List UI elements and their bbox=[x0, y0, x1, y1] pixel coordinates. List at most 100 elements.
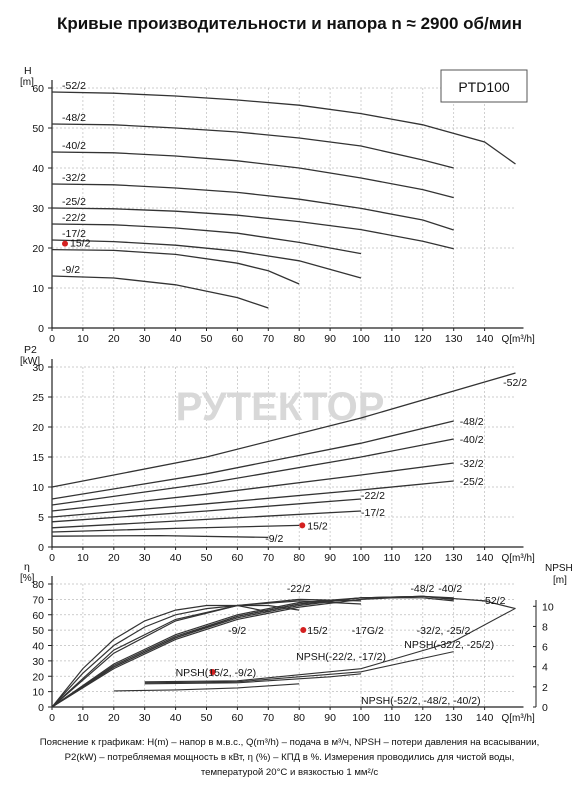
y-tick-label: 70 bbox=[32, 594, 44, 606]
head-curve--17/2 bbox=[51, 239, 362, 279]
efficiency-label: -22/2 bbox=[287, 583, 311, 595]
x-tick-label: 30 bbox=[139, 552, 151, 564]
x-tick-label: 100 bbox=[352, 712, 370, 724]
y-tick-label: 20 bbox=[32, 671, 44, 683]
efficiency-label: -32/2, -25/2 bbox=[417, 625, 471, 637]
y-tick-label: 0 bbox=[38, 702, 44, 714]
power-curve--9/2 bbox=[51, 534, 269, 539]
x-tick-label: 90 bbox=[324, 552, 336, 564]
series-label: 15/2 bbox=[307, 520, 328, 532]
y-tick-label: 5 bbox=[38, 512, 44, 524]
power-curve--22/2 bbox=[51, 498, 362, 523]
y2-axis-title: NPSH bbox=[545, 563, 573, 574]
y-tick-label: 10 bbox=[32, 687, 44, 699]
series-label: -9/2 bbox=[62, 264, 80, 276]
x-tick-label: 100 bbox=[352, 552, 370, 564]
x-tick-label: 140 bbox=[476, 333, 494, 345]
x-tick-label: 110 bbox=[384, 712, 401, 724]
npsh-curve-NPSH(-22/2, -17/2) bbox=[144, 673, 362, 685]
x-tick-label: 30 bbox=[139, 333, 151, 345]
y-tick-label: 60 bbox=[32, 83, 44, 95]
npsh-label: NPSH(-22/2, -17/2) bbox=[296, 651, 386, 663]
model-label: PTD100 bbox=[458, 79, 510, 95]
y-tick-label: 80 bbox=[32, 579, 44, 591]
x-tick-label: 120 bbox=[414, 712, 432, 724]
x-axis-title: Q[m³/h] bbox=[502, 334, 536, 345]
x-axis-title: Q[m³/h] bbox=[502, 713, 536, 724]
npsh-label: NPSH(-52/2, -48/2, -40/2) bbox=[361, 695, 481, 707]
head-curve-15/2 bbox=[51, 248, 300, 285]
x-tick-label: 40 bbox=[170, 333, 182, 345]
x-tick-label: 10 bbox=[77, 552, 89, 564]
operating-point-marker bbox=[300, 627, 307, 633]
x-tick-label: 130 bbox=[445, 552, 463, 564]
x-tick-label: 10 bbox=[77, 712, 89, 724]
series-label: -9/2 bbox=[265, 533, 283, 545]
npsh-curve-NPSH(-32/2, -25/2) bbox=[144, 651, 454, 684]
x-tick-label: 80 bbox=[293, 333, 305, 345]
efficiency-label: -17G/2 bbox=[352, 625, 384, 637]
y-tick-label: 30 bbox=[32, 362, 44, 374]
y-tick-label: 20 bbox=[32, 422, 44, 434]
x-tick-label: 110 bbox=[384, 333, 401, 345]
series-label: 15/2 bbox=[70, 238, 91, 250]
efficiency-label: 15/2 bbox=[307, 625, 328, 637]
x-tick-label: 110 bbox=[384, 552, 401, 564]
x-tick-label: 120 bbox=[414, 552, 432, 564]
series-label: -22/2 bbox=[62, 212, 86, 224]
x-tick-label: 100 bbox=[352, 333, 370, 345]
x-tick-label: 70 bbox=[262, 552, 274, 564]
efficiency-curve-15/2 bbox=[51, 604, 300, 708]
chart-2: 0 10 20 30 40 50 60 70 80 90 100 110 120 130 140 0 5 10 15… bbox=[20, 344, 535, 564]
head-curve--48/2 bbox=[51, 123, 454, 169]
y2-tick-label: 10 bbox=[542, 601, 554, 613]
chart-1: 0 10 20 30 40 50 60 70 80 90 100 110 120 130 140 0 10 20 3… bbox=[20, 65, 535, 345]
npsh-label: NPSH(15/2, -9/2) bbox=[176, 667, 257, 679]
y2-tick-label: 0 bbox=[542, 702, 548, 714]
y-tick-label: 25 bbox=[32, 392, 44, 404]
head-curve--32/2 bbox=[51, 183, 454, 231]
y2-tick-label: 2 bbox=[542, 682, 548, 694]
power-curve--52/2 bbox=[51, 372, 516, 488]
power-curve--17/2 bbox=[51, 510, 362, 529]
series-label: -48/2 bbox=[460, 416, 484, 428]
x-tick-label: 40 bbox=[170, 712, 182, 724]
x-tick-label: 140 bbox=[476, 712, 494, 724]
efficiency-label: -48/2 bbox=[410, 583, 434, 595]
operating-point-marker bbox=[299, 522, 306, 529]
y-tick-label: 10 bbox=[32, 482, 44, 494]
series-label: -48/2 bbox=[62, 112, 86, 124]
x-tick-label: 130 bbox=[445, 712, 463, 724]
x-tick-label: 90 bbox=[324, 712, 336, 724]
series-label: -17/2 bbox=[62, 228, 86, 240]
y2-tick-label: 6 bbox=[542, 642, 548, 654]
x-tick-label: 80 bbox=[293, 552, 305, 564]
y-axis-unit: [%] bbox=[20, 573, 35, 584]
y-tick-label: 40 bbox=[32, 641, 44, 653]
x-tick-label: 60 bbox=[232, 712, 244, 724]
operating-point-marker bbox=[209, 669, 216, 675]
x-tick-label: 40 bbox=[170, 552, 182, 564]
x-tick-label: 80 bbox=[293, 712, 305, 724]
npsh-label: NPSH(-32/2, -25/2) bbox=[404, 639, 494, 651]
y-axis-unit: [kW] bbox=[20, 356, 40, 367]
power-curve--25/2 bbox=[51, 480, 454, 518]
x-tick-label: 120 bbox=[414, 333, 432, 345]
y-tick-label: 0 bbox=[38, 542, 44, 554]
x-tick-label: 50 bbox=[201, 552, 213, 564]
x-tick-label: 70 bbox=[262, 333, 274, 345]
efficiency-curve--52/2 bbox=[51, 595, 516, 708]
y2-axis-unit: [m] bbox=[553, 575, 567, 586]
y-tick-label: 60 bbox=[32, 610, 44, 622]
power-curve--32/2 bbox=[51, 462, 454, 512]
operating-point-marker bbox=[62, 240, 68, 247]
head-curve--9/2 bbox=[51, 275, 269, 309]
series-label: -40/2 bbox=[460, 434, 484, 446]
x-tick-label: 20 bbox=[108, 333, 120, 345]
x-tick-label: 60 bbox=[232, 552, 244, 564]
x-tick-label: 70 bbox=[262, 712, 274, 724]
y-axis-title: η bbox=[24, 561, 30, 573]
y-tick-label: 40 bbox=[32, 163, 44, 175]
series-label: -40/2 bbox=[62, 140, 86, 152]
power-curve--40/2 bbox=[51, 438, 454, 506]
